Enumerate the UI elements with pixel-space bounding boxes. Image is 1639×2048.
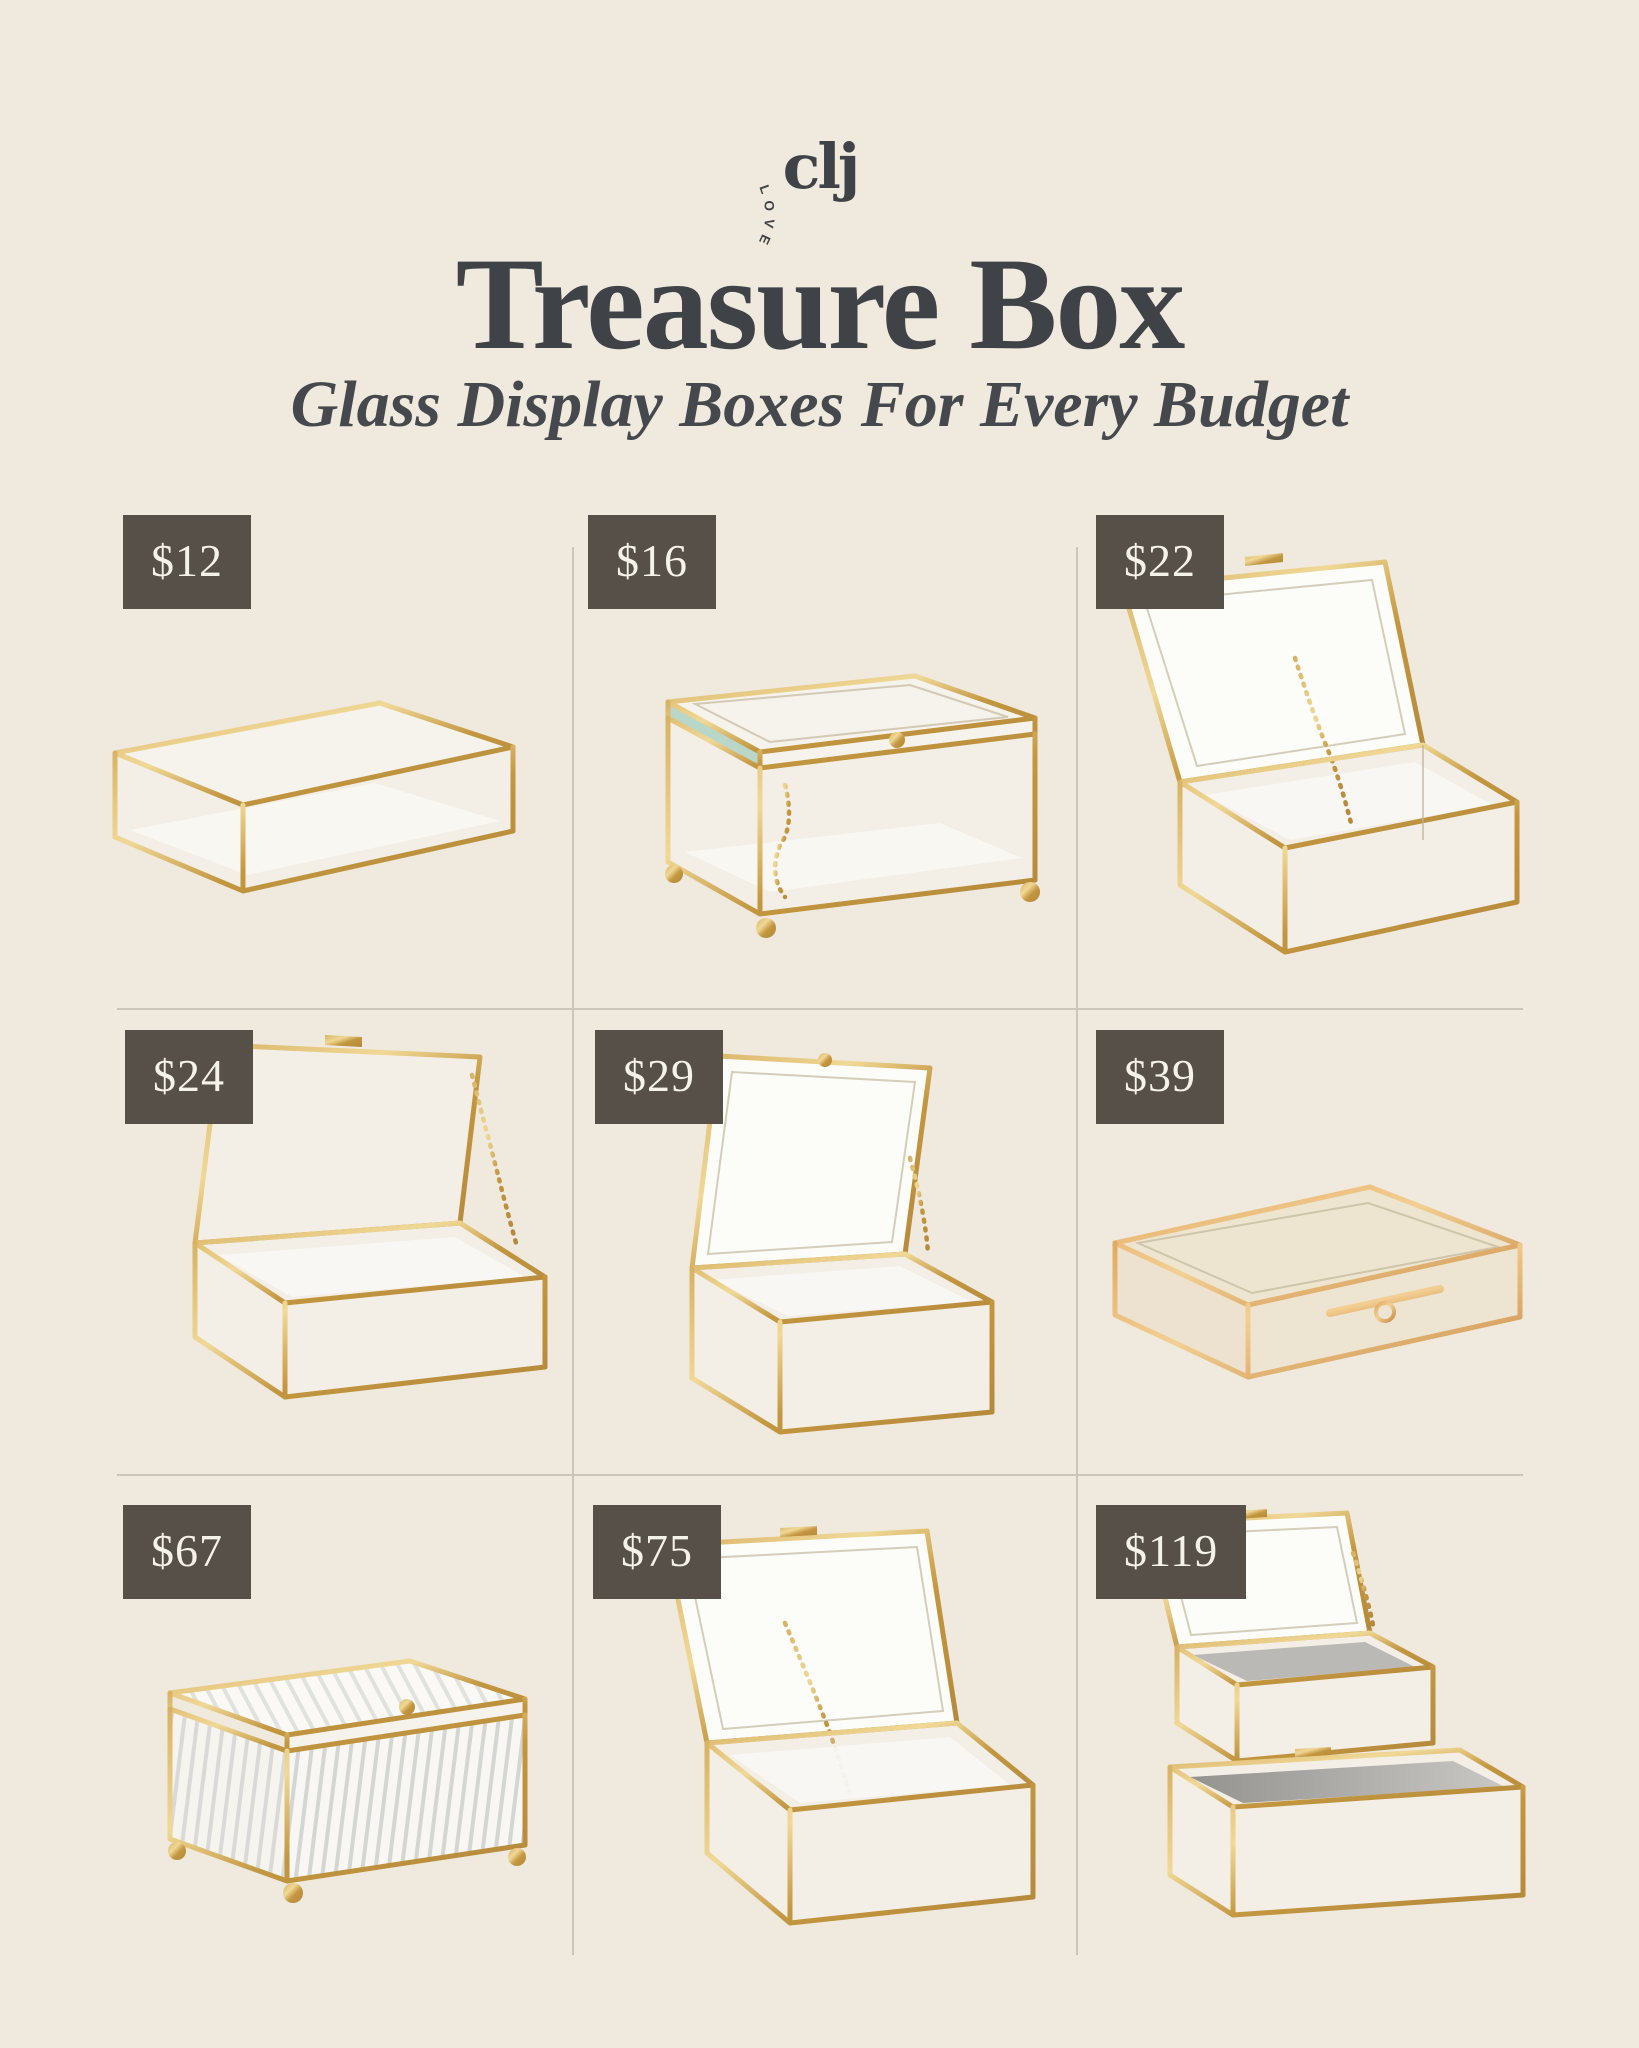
price-badge: $22: [1096, 515, 1224, 609]
product-image-glass-box-67: [115, 1595, 565, 1975]
price-badge: $119: [1096, 1505, 1247, 1599]
clj-logo-graphic: LOVE WHERE YOU LIVE clj: [730, 130, 860, 256]
price-badge: $29: [595, 1030, 723, 1124]
clj-logo: LOVE WHERE YOU LIVE clj: [730, 76, 910, 256]
product-image-glass-box-39: [1080, 1115, 1550, 1445]
price-badge: $24: [125, 1030, 253, 1124]
price-badge: $16: [588, 515, 716, 609]
page-subtitle: Glass Display Boxes For Every Budget: [290, 368, 1349, 441]
logo-monogram: clj: [782, 130, 857, 203]
price-badge: $39: [1096, 1030, 1224, 1124]
product-image-glass-box-75: [595, 1505, 1065, 1965]
grid-divider-vertical-2: [1076, 547, 1078, 1955]
product-image-glass-box-29: [600, 1030, 1050, 1460]
product-image-glass-box-12: [75, 625, 545, 965]
price-badge: $67: [123, 1505, 251, 1599]
product-image-glass-box-22: [1085, 540, 1545, 1000]
product-image-glass-box-24: [120, 1015, 580, 1435]
price-badge: $75: [593, 1505, 721, 1599]
page-title: Treasure Box: [455, 230, 1186, 377]
grid-divider-horizontal-1: [117, 1008, 1523, 1010]
grid-divider-horizontal-2: [117, 1474, 1523, 1476]
price-badge: $12: [123, 515, 251, 609]
product-image-glass-box-16: [610, 590, 1070, 1000]
grid-divider-vertical-1: [572, 547, 574, 1955]
